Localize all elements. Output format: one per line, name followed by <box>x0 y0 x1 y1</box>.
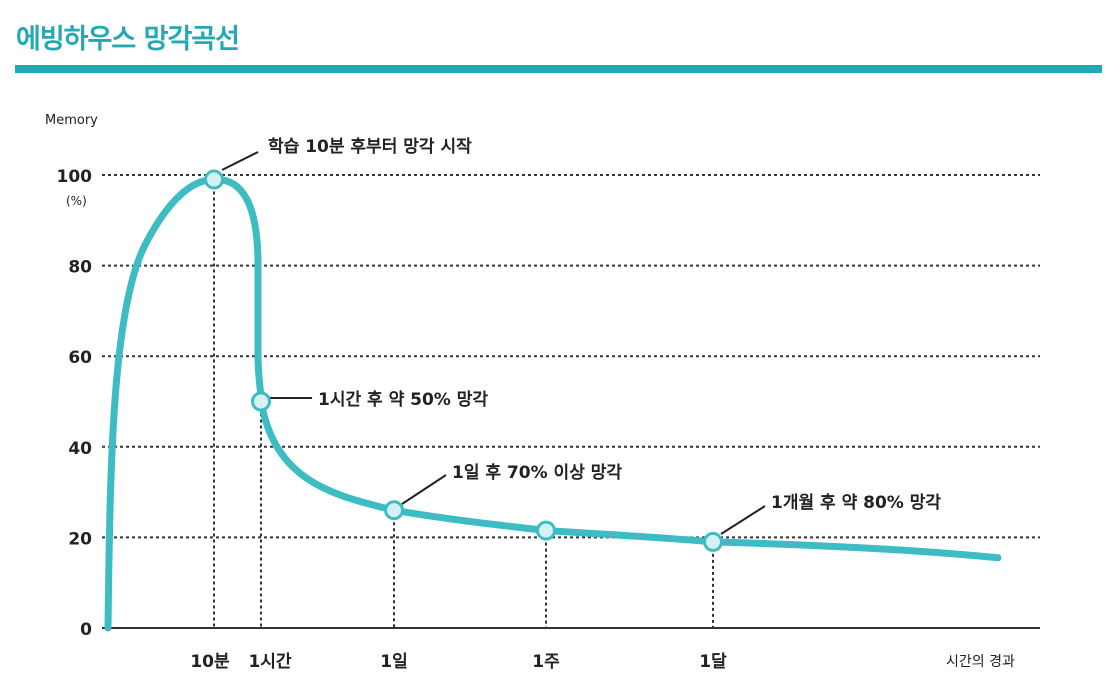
callout-layer: 학습 10분 후부터 망각 시작 1시간 후 약 50% 망각 1일 후 70% 이… <box>221 136 941 535</box>
marker-layer <box>204 169 723 552</box>
data-marker-2 <box>384 500 404 521</box>
y-axis-label: Memory <box>45 113 98 128</box>
callout-label-3: 1개월 후 약 80% 망각 <box>771 492 941 513</box>
grid-layer: 0 20 40 60 80 100 <box>57 167 1040 640</box>
x-tick-label-0: 10분 <box>190 652 230 672</box>
data-marker-0 <box>204 169 224 190</box>
y-tick-label-80: 80 <box>68 258 92 278</box>
callout-line-3 <box>720 505 766 535</box>
x-axis-label: 시간의 경과 <box>946 654 1015 670</box>
guide-layer <box>213 179 714 628</box>
data-point-plain-0 <box>536 520 556 541</box>
callout-label-2: 1일 후 70% 이상 망각 <box>452 462 622 483</box>
y-tick-label-20: 20 <box>68 529 92 549</box>
page-title: 에빙하우스 망각곡선 <box>16 24 240 55</box>
callout-label-0: 학습 10분 후부터 망각 시작 <box>268 136 472 157</box>
x-tick-label-4: 1달 <box>699 651 727 672</box>
label-layer: 10분 1시간 1일 1주 1달 <box>190 651 727 672</box>
title-rule <box>15 65 1102 73</box>
y-tick-label-0: 0 <box>80 620 92 640</box>
callout-line-2 <box>401 474 447 505</box>
y-tick-label-40: 40 <box>68 439 92 459</box>
callout-label-1: 1시간 후 약 50% 망각 <box>318 389 488 410</box>
x-tick-label-1: 1시간 <box>248 652 291 672</box>
data-marker-1 <box>251 391 271 412</box>
callout-line-0 <box>221 151 259 171</box>
x-tick-label-2: 1일 <box>380 652 407 672</box>
y-axis-unit: (%) <box>66 194 87 208</box>
x-tick-label-3: 1주 <box>532 652 560 672</box>
y-tick-label-60: 60 <box>68 348 92 368</box>
series-line-memory <box>104 176 1002 632</box>
data-marker-3 <box>703 531 723 552</box>
y-tick-label-100: 100 <box>57 167 93 187</box>
